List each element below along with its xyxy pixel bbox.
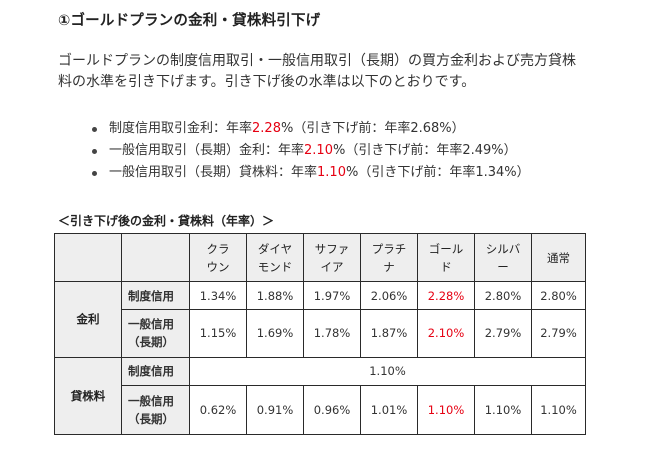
list-item: 一般信用取引（長期）金利：年率2.10%（引き下げ前：年率2.49%） (58, 140, 598, 162)
bullet-text: %（引き下げ前：年率2.49%） (332, 143, 517, 158)
table-header-row: クラ ウン ダイヤ モンド サファ イア プラチ ナ ゴール ド シルバ ー 通… (54, 232, 586, 283)
rate-cell: 0.62% (189, 384, 247, 436)
rate-cell: 2.79% (531, 309, 586, 358)
new-rate-value: 1.10 (317, 165, 346, 180)
intro-paragraph: ゴールドプランの制度信用取引・一般信用取引（長期）の買方金利および売方貸株料の水… (58, 53, 576, 90)
rate-cell: 1.78% (303, 309, 361, 358)
bullet-text: 制度信用取引金利：年率 (109, 121, 253, 136)
column-header: ゴール ド (417, 232, 475, 283)
empty-header-cell (54, 232, 122, 283)
row-label: 一般信用 （長期） (121, 384, 190, 436)
column-header: プラチ ナ (360, 232, 418, 283)
bullet-icon (92, 149, 97, 154)
rate-cell: 1.87% (360, 309, 418, 358)
table-row: 一般信用 （長期） 1.15% 1.69% 1.78% 1.87% 2.10% … (55, 309, 586, 358)
column-header: クラ ウン (189, 232, 247, 283)
rate-cell: 1.10% (531, 384, 586, 436)
rate-cell: 0.96% (303, 384, 361, 436)
column-header: ダイヤ モンド (246, 232, 304, 283)
rate-cell: 0.91% (246, 384, 304, 436)
bullet-text: 一般信用取引（長期）金利：年率 (109, 143, 305, 158)
rate-cell: 1.69% (246, 309, 304, 358)
table-row: 貸株料 制度信用 1.10% (54, 356, 586, 436)
page-title: ①ゴールドプランの金利・貸株料引下げ (58, 13, 321, 29)
table-row: 一般信用 （長期） 0.62% 0.91% 0.96% 1.01% 1.10% … (55, 384, 586, 436)
column-header: シルバ ー (474, 232, 532, 283)
column-header: サファ イア (303, 232, 361, 283)
row-label: 制度信用 (121, 356, 190, 386)
bullet-text: 一般信用取引（長期）貸株料：年率 (109, 165, 318, 180)
rate-cell-gold: 1.10% (417, 384, 475, 436)
rate-cell: 1.97% (303, 281, 361, 311)
section-label: 貸株料 (54, 356, 122, 436)
rate-cell: 2.06% (360, 281, 418, 311)
bullet-icon (92, 127, 97, 132)
merged-rate-cell: 1.10% (189, 356, 586, 386)
column-header: 通常 (531, 232, 586, 283)
row-label: 一般信用 （長期） (121, 309, 190, 358)
rate-table: クラ ウン ダイヤ モンド サファ イア プラチ ナ ゴール ド シルバ ー 通… (54, 232, 586, 436)
rate-cell: 1.88% (246, 281, 304, 311)
rate-change-list: 制度信用取引金利：年率2.28%（引き下げ前：年率2.68%） 一般信用取引（長… (58, 118, 598, 184)
rate-cell: 1.10% (474, 384, 532, 436)
rate-cell: 2.80% (531, 281, 586, 311)
rate-cell: 2.80% (474, 281, 532, 311)
row-label: 制度信用 (121, 281, 190, 311)
bullet-text: %（引き下げ前：年率1.34%） (345, 165, 530, 180)
table-caption: ＜引き下げ後の金利・貸株料（年率）＞ (58, 214, 275, 228)
rate-cell-gold: 2.10% (417, 309, 475, 358)
new-rate-value: 2.28 (252, 121, 281, 136)
rate-cell-gold: 2.28% (417, 281, 475, 311)
list-item: 制度信用取引金利：年率2.28%（引き下げ前：年率2.68%） (58, 118, 598, 140)
rate-cell: 2.79% (474, 309, 532, 358)
list-item: 一般信用取引（長期）貸株料：年率1.10%（引き下げ前：年率1.34%） (58, 162, 598, 184)
empty-header-cell (121, 232, 190, 283)
section-label: 金利 (54, 281, 122, 358)
new-rate-value: 2.10 (304, 143, 333, 158)
table-row: 金利 制度信用 1.34% 1.88% 1.97% 2.06% 2.28% 2.… (54, 281, 586, 358)
bullet-text: %（引き下げ前：年率2.68%） (280, 121, 465, 136)
bullet-icon (92, 171, 97, 176)
rate-cell: 1.01% (360, 384, 418, 436)
rate-cell: 1.34% (189, 281, 247, 311)
rate-cell: 1.15% (189, 309, 247, 358)
